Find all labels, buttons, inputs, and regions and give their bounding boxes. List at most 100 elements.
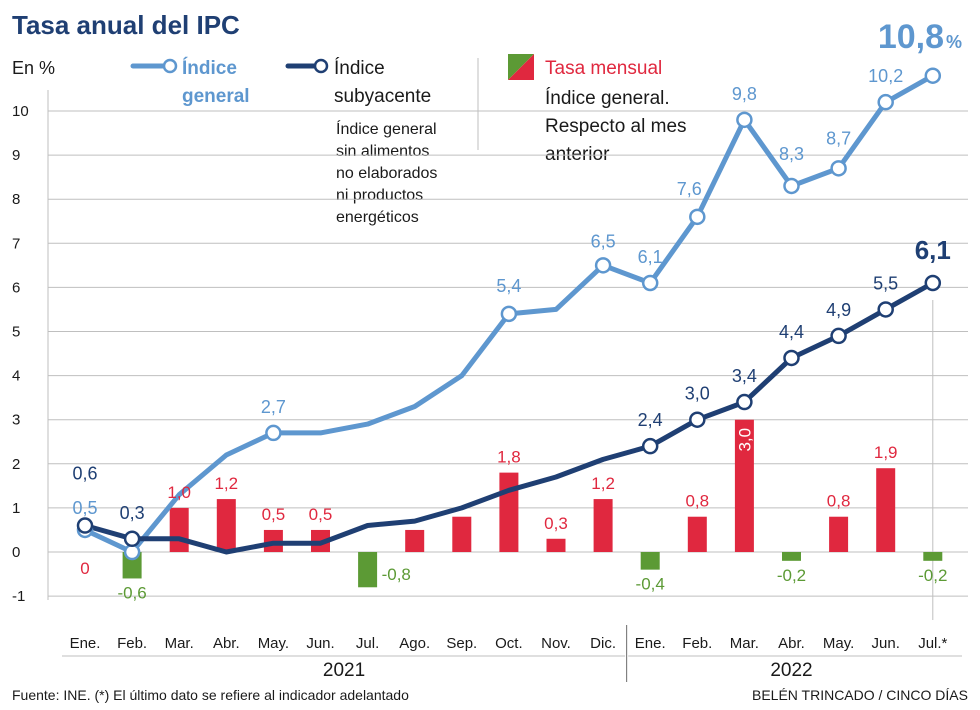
bar-value-label: -0,2 [777, 566, 806, 585]
bar-value-label: 1,8 [497, 448, 521, 467]
y-tick-label: 3 [12, 412, 20, 429]
x-tick-label: Oct. [495, 635, 523, 652]
general-value-label: 6,5 [591, 231, 616, 251]
monthly-bar [499, 472, 519, 552]
monthly-bar [169, 507, 189, 552]
bar-value-label: 0,8 [827, 492, 851, 511]
subyacente-marker [641, 437, 659, 455]
monthly-bar [640, 552, 660, 570]
subyacente-value-label: 4,4 [779, 322, 804, 342]
x-tick-label: Jul.* [918, 635, 947, 652]
legend-general-label-2: general [182, 86, 250, 107]
monthly-bar [405, 529, 425, 552]
legend-subyacente-note-1: Índice general [336, 119, 437, 138]
general-marker [783, 177, 800, 195]
legend-general: Índice general [130, 57, 250, 107]
monthly-bar [876, 468, 896, 552]
bar-value-label: 1,0 [167, 483, 191, 502]
x-tick-label: May. [258, 635, 289, 652]
subyacente-value-label: 2,4 [638, 410, 663, 430]
general-marker [924, 67, 942, 84]
y-axis-label: En % [12, 58, 55, 78]
subyacente-marker [924, 274, 942, 292]
general-marker [689, 208, 706, 226]
legend-mensual-title: Tasa mensual [545, 58, 662, 79]
legend-subyacente-note-3: no elaborados [336, 165, 437, 182]
legend-mensual: Tasa mensual Índice general. Respecto al… [508, 54, 687, 165]
subyacente-value-label: 0,6 [72, 464, 97, 484]
labels-layer: 0 -0,6 1,0 1,2 0,5 0,5 -0,8 1,8 0,3 1,2 -0,4 0,8 3,0… [72, 18, 962, 602]
monthly-bar [829, 516, 849, 552]
general-latest-value: 10,8 [878, 18, 944, 56]
legend-general-label-1: Índice [182, 57, 237, 79]
legend-subyacente-note-4: ni productos [336, 187, 423, 204]
subyacente-marker [830, 327, 847, 345]
monthly-bar [452, 516, 472, 552]
legend-general-marker [162, 58, 178, 74]
monthly-bar [687, 516, 707, 552]
chart-title: Tasa anual del IPC [12, 10, 240, 40]
bar-value-label: 0,5 [262, 505, 286, 524]
subyacente-value-label: 3,4 [732, 366, 757, 386]
subyacente-marker [783, 349, 800, 367]
general-value-label: 5,4 [496, 276, 521, 296]
x-tick-label: Abr. [213, 635, 240, 652]
bar-value-label: 0 [80, 559, 89, 578]
x-tick-label: Jul. [356, 635, 379, 652]
x-tick-label: Sep. [446, 635, 477, 652]
bar-value-label: -0,8 [382, 565, 411, 584]
x-tick-label: Dic. [590, 635, 616, 652]
source-note: Fuente: INE. (*) El último dato se refie… [12, 687, 409, 703]
credit: BELÉN TRINCADO / CINCO DÍAS [752, 687, 968, 703]
y-tick-label: 7 [12, 235, 20, 252]
y-tick-label: 5 [12, 324, 20, 341]
x-tick-label: Mar. [730, 635, 759, 652]
monthly-bar [216, 499, 236, 552]
y-tick-label: 0 [12, 544, 20, 561]
y-tick-label: 9 [12, 147, 20, 164]
general-marker [594, 257, 612, 274]
general-value-label: 6,1 [638, 247, 663, 267]
y-tick-label: -1 [12, 588, 25, 605]
general-marker [877, 93, 894, 111]
subyacente-latest-value: 6,1 [915, 235, 951, 265]
bar-value-label: -0,2 [918, 566, 947, 585]
x-tick-label: Ago. [399, 635, 430, 652]
bar-value-label: 0,5 [309, 505, 333, 524]
year-label: 2021 [323, 660, 365, 681]
subyacente-marker [877, 301, 894, 318]
general-marker [123, 543, 141, 561]
monthly-bar [593, 499, 613, 552]
legend-mensual-note-3: anterior [545, 144, 610, 165]
general-marker [830, 160, 847, 177]
y-tick-label: 1 [12, 500, 20, 517]
monthly-bar [546, 538, 566, 552]
legend-subyacente-label-1: Índice [334, 58, 385, 79]
bar-value-label: 1,2 [591, 474, 615, 493]
general-latest-unit: % [946, 32, 962, 52]
monthly-bar [923, 552, 943, 561]
monthly-bar [782, 552, 801, 561]
general-marker [265, 424, 282, 442]
general-marker [500, 305, 518, 323]
y-tick-label: 8 [12, 191, 20, 208]
legend-subyacente-note-2: sin alimentos [336, 143, 429, 160]
bar-value-label: 1,9 [874, 443, 898, 462]
legend-mensual-swatch-positive [508, 54, 534, 80]
subyacente-marker [123, 530, 141, 548]
monthly-bar [734, 419, 754, 552]
bar-value-label: 0,8 [685, 492, 709, 511]
x-tick-label: Jun. [872, 635, 900, 652]
x-tick-label: Ene. [635, 635, 666, 652]
bar-value-label: -0,6 [117, 583, 146, 602]
bar-value-label: -0,4 [636, 575, 665, 594]
monthly-bar [358, 552, 378, 588]
x-axis-layer: Ene. Feb. Mar. Abr. May. Jun. Jul. Ago. Sep. Oct.… [62, 625, 962, 682]
x-tick-label: Feb. [117, 635, 147, 652]
legend-subyacente: Índice subyacente Índice general sin ali… [285, 58, 437, 226]
general-value-label: 10,2 [868, 66, 903, 86]
general-value-label: 8,7 [826, 128, 851, 148]
legend-subyacente-label-2: subyacente [334, 86, 431, 107]
subyacente-value-label: 3,0 [685, 384, 710, 404]
